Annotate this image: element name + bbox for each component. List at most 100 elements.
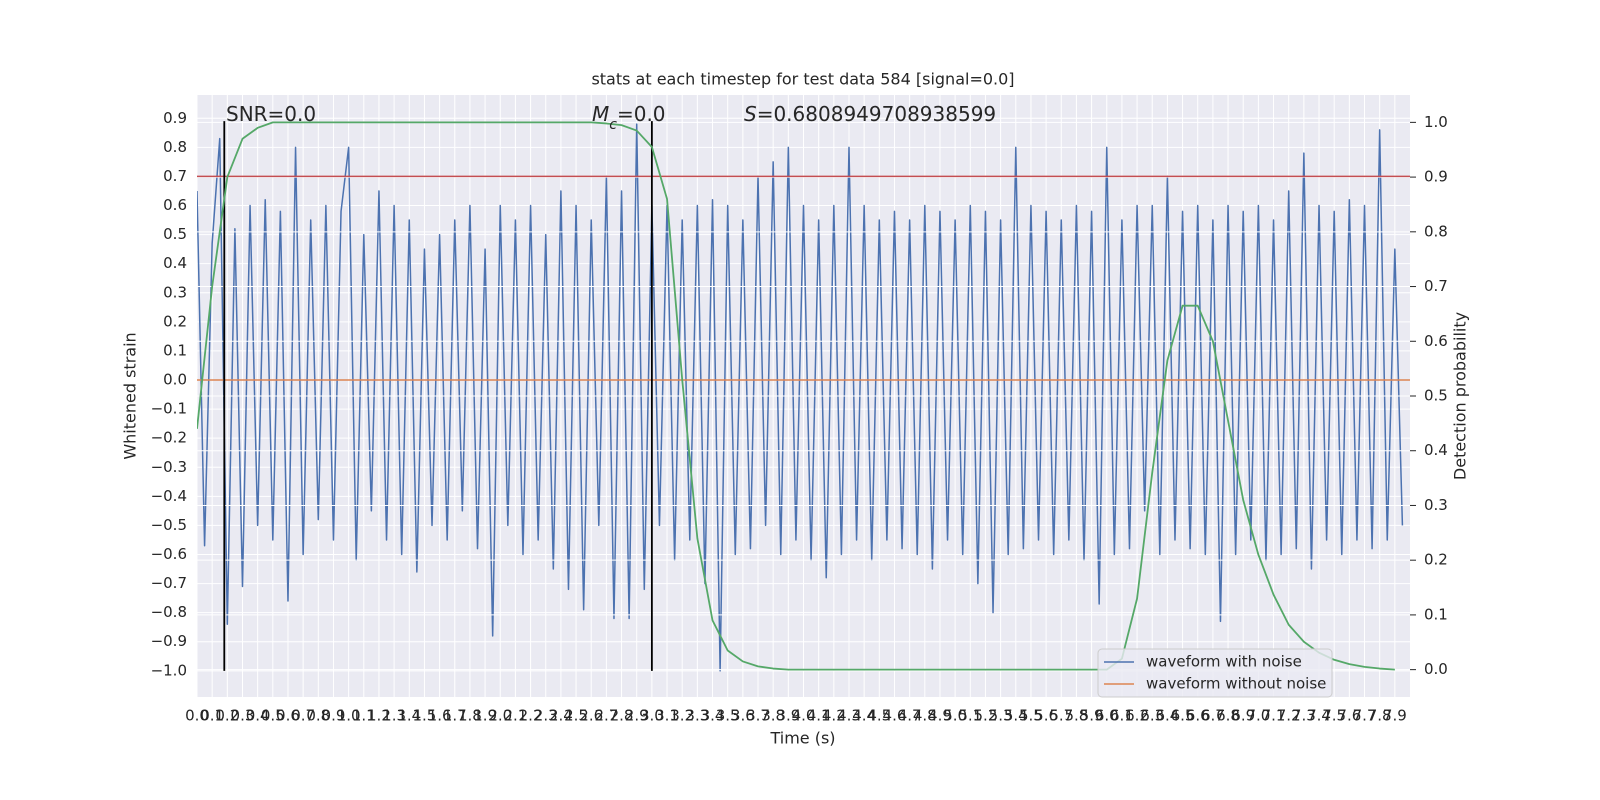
x-tick-label: 7.1 [1262, 707, 1286, 725]
y-tick-label: 0.7 [163, 167, 187, 185]
y2-axis-label: Detection probability [1451, 312, 1470, 480]
x-tick-label: 4.7 [898, 707, 922, 725]
x-tick-label: 7.4 [1307, 707, 1331, 725]
x-tick-label: 5.1 [958, 707, 982, 725]
y-tick-label: 0.1 [163, 341, 187, 359]
y2-tick-label: 0.8 [1424, 222, 1448, 240]
x-tick-label: 3.7 [746, 707, 770, 725]
x-tick-label: 1.9 [473, 707, 497, 725]
x-tick-label: 2.6 [579, 707, 603, 725]
x-tick-label: 2.7 [594, 707, 618, 725]
x-tick-label: 3.8 [761, 707, 785, 725]
y-tick-label: 0.9 [163, 109, 187, 127]
x-tick-label: 2.3 [534, 707, 558, 725]
x-tick-label: 7.8 [1368, 707, 1392, 725]
x-tick-label: 0.2 [215, 707, 239, 725]
x-tick-label: 6.9 [1231, 707, 1255, 725]
y2-tick-label: 0.7 [1424, 277, 1448, 295]
x-tick-label: 4.2 [822, 707, 846, 725]
x-tick-label: 5.8 [1064, 707, 1088, 725]
y-tick-label: 0.6 [163, 196, 187, 214]
x-tick-label: 0.0 [185, 707, 209, 725]
plot-area [196, 95, 1410, 697]
x-tick-label: 4.8 [913, 707, 937, 725]
x-tick-label: 5.0 [943, 707, 967, 725]
x-tick-label: 4.4 [852, 707, 876, 725]
x-tick-label: 3.4 [701, 707, 725, 725]
x-tick-label: 7.3 [1292, 707, 1316, 725]
x-tick-label: 1.8 [458, 707, 482, 725]
x-tick-label: 6.8 [1216, 707, 1240, 725]
x-tick-label: 3.1 [655, 707, 679, 725]
y-tick-label: −0.9 [151, 632, 187, 650]
x-tick-label: 0.6 [276, 707, 300, 725]
annotation-part: c [609, 117, 617, 133]
y-tick-label: 0.4 [163, 254, 187, 272]
x-tick-label: 7.9 [1383, 707, 1407, 725]
x-tick-label: 2.8 [610, 707, 634, 725]
x-tick-label: 5.5 [1019, 707, 1043, 725]
x-tick-label: 2.4 [549, 707, 573, 725]
x-tick-label: 3.5 [716, 707, 740, 725]
x-tick-label: 2.0 [488, 707, 512, 725]
y-tick-label: 0.5 [163, 225, 187, 243]
x-tick-label: 2.1 [503, 707, 527, 725]
y-tick-label: −0.5 [151, 516, 187, 534]
annotation: S=0.6808949708938599 [744, 102, 996, 126]
x-tick-label: 7.6 [1337, 707, 1361, 725]
y-tick-label: −0.2 [151, 429, 187, 447]
x-tick-label: 4.9 [928, 707, 952, 725]
x-tick-label: 1.0 [337, 707, 361, 725]
x-tick-label: 5.2 [974, 707, 998, 725]
x-tick-label: 3.3 [685, 707, 709, 725]
y-tick-label: 0.3 [163, 283, 187, 301]
x-tick-label: 1.7 [443, 707, 467, 725]
annotation-part: M [592, 102, 609, 126]
y-tick-label: −0.8 [151, 603, 187, 621]
y2-tick-label: 1.0 [1424, 113, 1448, 131]
legend-label: waveform with noise [1146, 653, 1302, 671]
x-tick-label: 0.3 [231, 707, 255, 725]
x-tick-label: 7.7 [1353, 707, 1377, 725]
y-tick-label: −1.0 [151, 661, 187, 679]
x-tick-label: 7.0 [1246, 707, 1270, 725]
annotation-part: SNR=0.0 [226, 102, 316, 126]
y2-tick-label: 0.6 [1424, 332, 1448, 350]
x-tick-label: 2.5 [564, 707, 588, 725]
x-tick-label: 4.1 [807, 707, 831, 725]
x-tick-label: 0.8 [306, 707, 330, 725]
x-tick-label: 0.9 [322, 707, 346, 725]
x-tick-label: 3.9 [776, 707, 800, 725]
x-tick-label: 5.4 [1004, 707, 1028, 725]
x-tick-label: 6.7 [1201, 707, 1225, 725]
y-tick-label: −0.7 [151, 574, 187, 592]
y-tick-label: −0.3 [151, 458, 187, 476]
y-tick-label: 0.2 [163, 312, 187, 330]
x-tick-label: 2.2 [519, 707, 543, 725]
x-tick-label: 0.4 [246, 707, 270, 725]
x-tick-label: 5.6 [1034, 707, 1058, 725]
x-tick-label: 1.2 [367, 707, 391, 725]
x-tick-label: 3.2 [670, 707, 694, 725]
x-tick-label: 1.5 [413, 707, 437, 725]
y-tick-label: −0.6 [151, 545, 187, 563]
y2-tick-label: 0.1 [1424, 605, 1448, 623]
legend-label: waveform without noise [1146, 675, 1326, 693]
x-tick-label: 5.9 [1080, 707, 1104, 725]
y2-tick-label: 0.4 [1424, 441, 1448, 459]
x-tick-label: 7.5 [1322, 707, 1346, 725]
x-tick-label: 5.3 [989, 707, 1013, 725]
y-tick-label: 0.8 [163, 138, 187, 156]
x-axis-label: Time (s) [769, 729, 835, 748]
y-axis-label: Whitened strain [121, 332, 140, 459]
y2-tick-label: 0.5 [1424, 387, 1448, 405]
x-tick-label: 6.6 [1186, 707, 1210, 725]
annotation-part: =0.6808949708938599 [757, 102, 996, 126]
x-tick-label: 6.2 [1125, 707, 1149, 725]
x-tick-label: 3.6 [731, 707, 755, 725]
x-tick-label: 4.0 [792, 707, 816, 725]
x-tick-label: 4.3 [837, 707, 861, 725]
chart-title: stats at each timestep for test data 584… [591, 70, 1014, 89]
x-tick-label: 3.0 [640, 707, 664, 725]
y2-tick-label: 0.2 [1424, 551, 1448, 569]
